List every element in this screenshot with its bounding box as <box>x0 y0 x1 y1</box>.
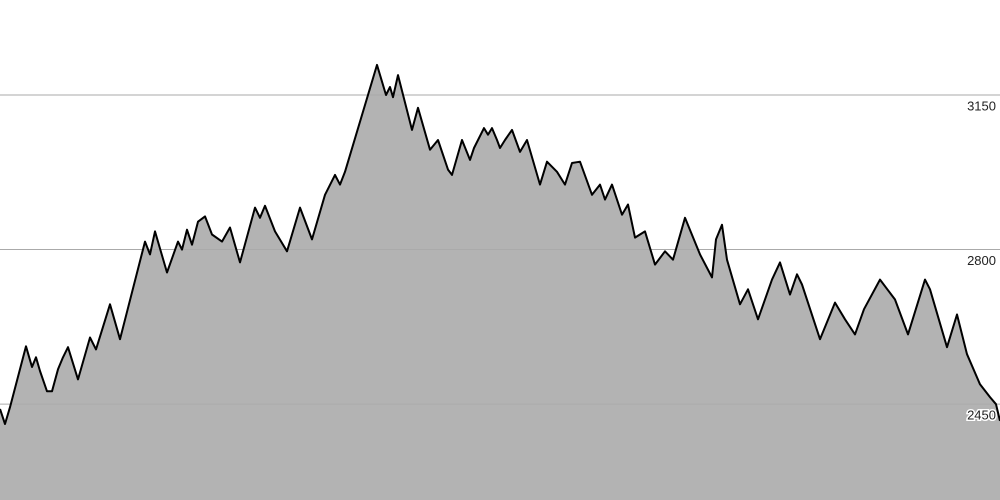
y-tick-label: 2800 <box>967 253 996 268</box>
line <box>0 63 1000 425</box>
area <box>0 64 1000 500</box>
y-tick-label: 3150 <box>967 98 996 113</box>
y-tick-label: 2450 <box>967 408 996 423</box>
